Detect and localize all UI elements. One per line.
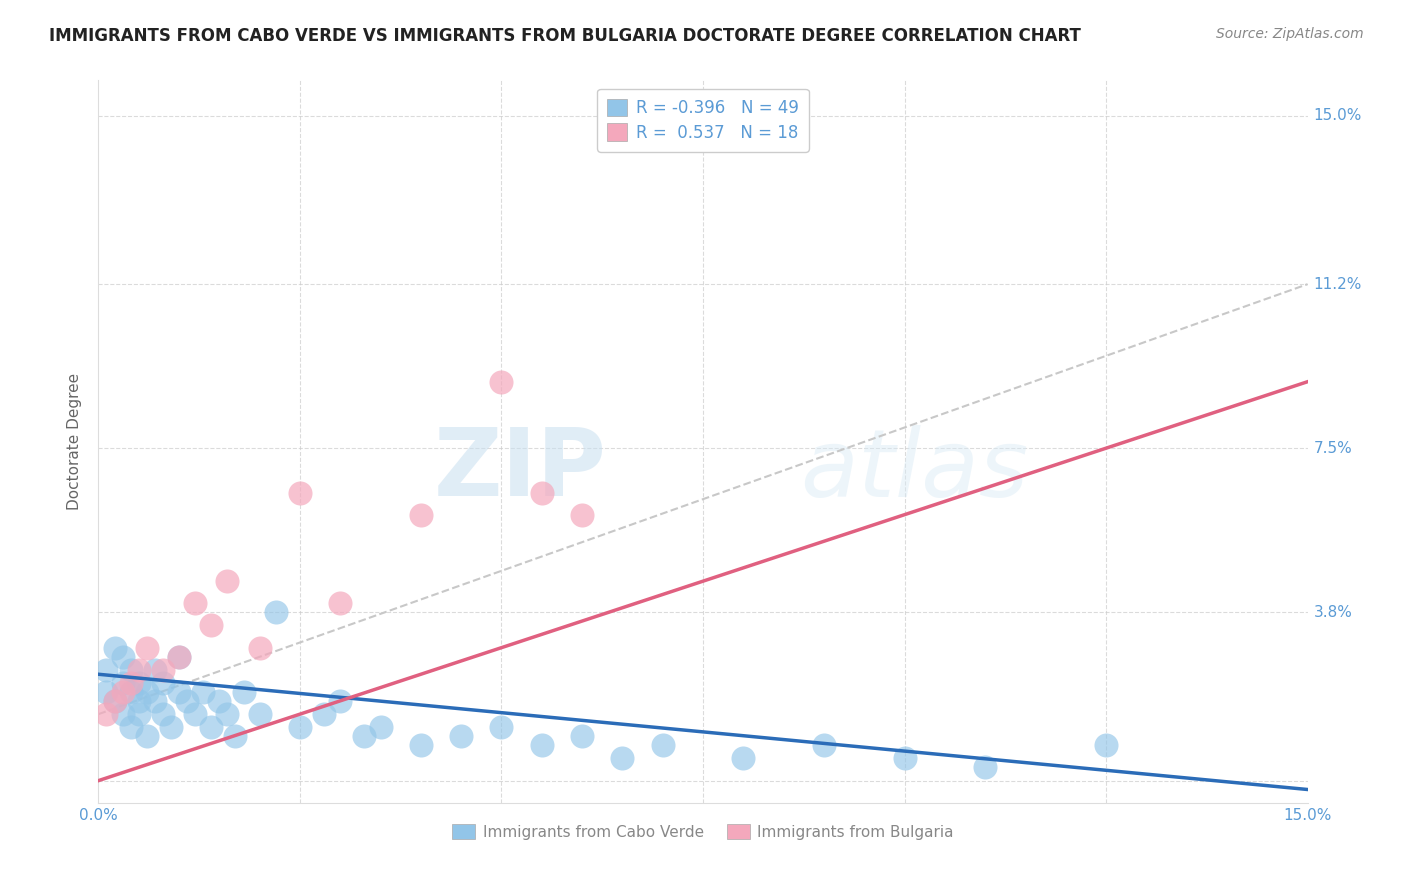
Point [264,605,287,619]
Point [200,618,222,632]
Point [193,685,215,699]
Point [450,729,472,743]
Point [143,694,166,708]
Point [651,738,673,752]
Point [103,694,125,708]
Point [1095,738,1118,752]
Point [167,649,190,664]
Point [176,694,198,708]
Point [103,640,125,655]
Point [530,738,553,752]
Point [128,676,150,690]
Text: 15.0%: 15.0% [1313,108,1362,123]
Point [96,685,118,699]
Text: 3.8%: 3.8% [1313,605,1353,620]
Point [314,707,336,722]
Point [224,729,246,743]
Point [111,676,134,690]
Point [571,508,593,522]
Point [409,738,432,752]
Text: 11.2%: 11.2% [1313,277,1362,292]
Point [571,729,593,743]
Point [111,649,134,664]
Text: Source: ZipAtlas.com: Source: ZipAtlas.com [1216,27,1364,41]
Point [184,707,207,722]
Point [167,649,190,664]
Point [111,685,134,699]
Point [813,738,835,752]
Point [232,685,254,699]
Point [370,721,392,735]
Point [288,721,311,735]
Point [217,574,239,589]
Point [491,375,513,389]
Y-axis label: Doctorate Degree: Doctorate Degree [67,373,83,510]
Point [143,663,166,677]
Legend: Immigrants from Cabo Verde, Immigrants from Bulgaria: Immigrants from Cabo Verde, Immigrants f… [446,818,960,846]
Point [167,685,190,699]
Point [893,751,915,765]
Text: 7.5%: 7.5% [1313,441,1353,456]
Point [96,663,118,677]
Point [160,721,183,735]
Point [612,751,634,765]
Point [217,707,239,722]
Point [530,485,553,500]
Point [96,707,118,722]
Point [208,694,231,708]
Point [152,676,174,690]
Point [184,596,207,610]
Text: atlas: atlas [800,425,1028,516]
Point [249,640,271,655]
Point [733,751,755,765]
Point [152,663,174,677]
Point [120,721,142,735]
Point [288,485,311,500]
Point [135,685,157,699]
Point [135,729,157,743]
Point [120,676,142,690]
Point [329,596,352,610]
Text: ZIP: ZIP [433,425,606,516]
Point [128,707,150,722]
Point [120,685,142,699]
Point [135,640,157,655]
Point [128,663,150,677]
Point [329,694,352,708]
Point [128,694,150,708]
Point [353,729,375,743]
Point [200,721,222,735]
Point [152,707,174,722]
Point [111,707,134,722]
Point [249,707,271,722]
Point [103,694,125,708]
Point [974,760,997,774]
Point [491,721,513,735]
Point [409,508,432,522]
Text: IMMIGRANTS FROM CABO VERDE VS IMMIGRANTS FROM BULGARIA DOCTORATE DEGREE CORRELAT: IMMIGRANTS FROM CABO VERDE VS IMMIGRANTS… [49,27,1081,45]
Point [120,663,142,677]
